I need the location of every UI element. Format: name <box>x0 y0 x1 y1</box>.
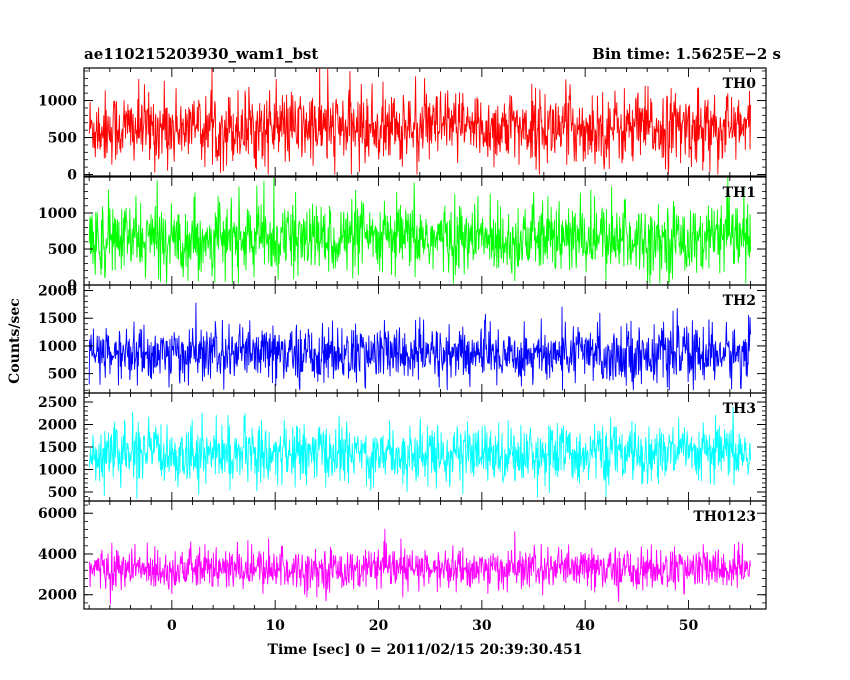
x-tick-label: 20 <box>369 618 389 634</box>
series-th0 <box>88 68 751 175</box>
panel-frame <box>83 67 767 177</box>
y-tick-label: 1000 <box>38 463 77 479</box>
panel-th1: 0 500 1000 TH1 <box>38 176 767 294</box>
panel-label: TH0123 <box>693 509 756 525</box>
y-tick-label: 500 <box>48 131 77 147</box>
panel-frame <box>83 176 767 286</box>
x-tick-label: 10 <box>265 618 285 634</box>
y-tick-label: 2000 <box>38 284 77 300</box>
x-axis-label: Time [sec] 0 = 2011/02/15 20:39:30.451 <box>268 642 583 658</box>
y-tick-label: 2000 <box>38 588 77 604</box>
panel-th2: 500 1000 1500 2000 TH2 <box>38 284 767 394</box>
series-th2 <box>88 302 751 391</box>
series-th3 <box>88 407 751 499</box>
y-tick-label: 2000 <box>38 418 77 434</box>
panel-frame <box>83 500 767 610</box>
panel-label: TH2 <box>723 293 756 309</box>
y-tick-label: 1000 <box>38 94 77 110</box>
x-tick-label: 0 <box>167 618 177 634</box>
panel-th0123: 2000 4000 6000 TH0123 <box>38 500 767 610</box>
y-tick-label: 1000 <box>38 206 77 222</box>
panel-label: TH0 <box>723 76 757 92</box>
y-tick-label: 0 <box>67 278 77 294</box>
y-tick-label: 1000 <box>38 339 77 355</box>
y-tick-label: 500 <box>48 485 77 501</box>
y-tick-label: 1500 <box>38 311 77 327</box>
y-tick-label: 4000 <box>38 547 77 563</box>
x-tick-label: 40 <box>575 618 595 634</box>
x-tick-label: 30 <box>472 618 492 634</box>
y-tick-label: 1500 <box>38 440 77 456</box>
series-th0123 <box>88 528 751 605</box>
x-tick-label: 50 <box>679 618 699 634</box>
panel-label: TH1 <box>723 185 756 201</box>
y-tick-label: 500 <box>48 242 77 258</box>
panels-group: 05001000TH005001000TH1500100015002000TH2… <box>38 67 767 634</box>
series-th1 <box>88 177 751 284</box>
panel-th0: 0 500 1000 TH0 <box>38 67 767 184</box>
y-tick-label: 500 <box>48 367 77 383</box>
panel-label: TH3 <box>723 401 756 417</box>
y-axis-label: Counts/sec <box>7 298 23 384</box>
y-tick-label: 0 <box>67 168 77 184</box>
bin-time-label: Bin time: 1.5625E−2 s <box>592 45 781 63</box>
panel-th3: 500 1000 1500 2000 2500 TH3 <box>38 392 767 502</box>
y-tick-label: 2500 <box>38 395 77 411</box>
y-tick-label: 6000 <box>38 506 77 522</box>
chart-title: ae110215203930_wam1_bst <box>84 45 318 63</box>
